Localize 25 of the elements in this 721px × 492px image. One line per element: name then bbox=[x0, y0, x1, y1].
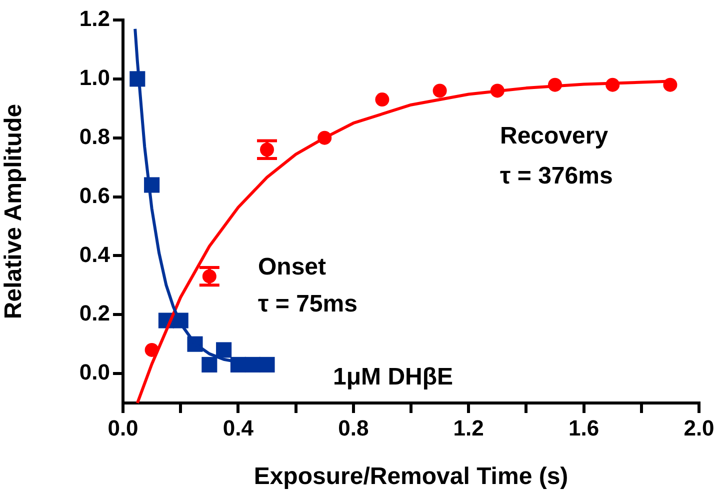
annotation: τ = 75ms bbox=[258, 290, 358, 318]
point bbox=[375, 92, 390, 107]
y-tick-label: 0.8 bbox=[79, 124, 110, 149]
y-tick-label: 0.2 bbox=[79, 300, 110, 326]
y-axis-title: Relative Amplitude bbox=[0, 104, 28, 320]
x-tick-label: 1.6 bbox=[568, 415, 600, 440]
y-tick-label: 0.4 bbox=[79, 242, 111, 267]
x-tick-label: 2.0 bbox=[684, 415, 714, 440]
x-tick-label: 0.8 bbox=[338, 415, 369, 440]
y-tick-label: 0.0 bbox=[79, 360, 110, 385]
x-tick-label: 0.4 bbox=[222, 415, 254, 440]
annotation: Onset bbox=[258, 254, 326, 281]
point bbox=[259, 356, 275, 372]
x-tick-label: 1.2 bbox=[453, 415, 484, 440]
point bbox=[216, 342, 232, 358]
annotation: τ = 376ms bbox=[500, 162, 613, 190]
x-tick-label: 0.0 bbox=[108, 415, 138, 440]
x-axis-title: Exposure/Removal Time (s) bbox=[254, 463, 568, 490]
y-tick-label: 0.6 bbox=[79, 182, 110, 208]
point bbox=[202, 356, 218, 372]
y-tick-label: 1.2 bbox=[79, 6, 110, 32]
y-tick-label: 1.0 bbox=[79, 64, 110, 90]
annotation: Recovery bbox=[500, 122, 609, 150]
point bbox=[432, 84, 447, 98]
annotation: 1μM DHβE bbox=[333, 364, 454, 391]
